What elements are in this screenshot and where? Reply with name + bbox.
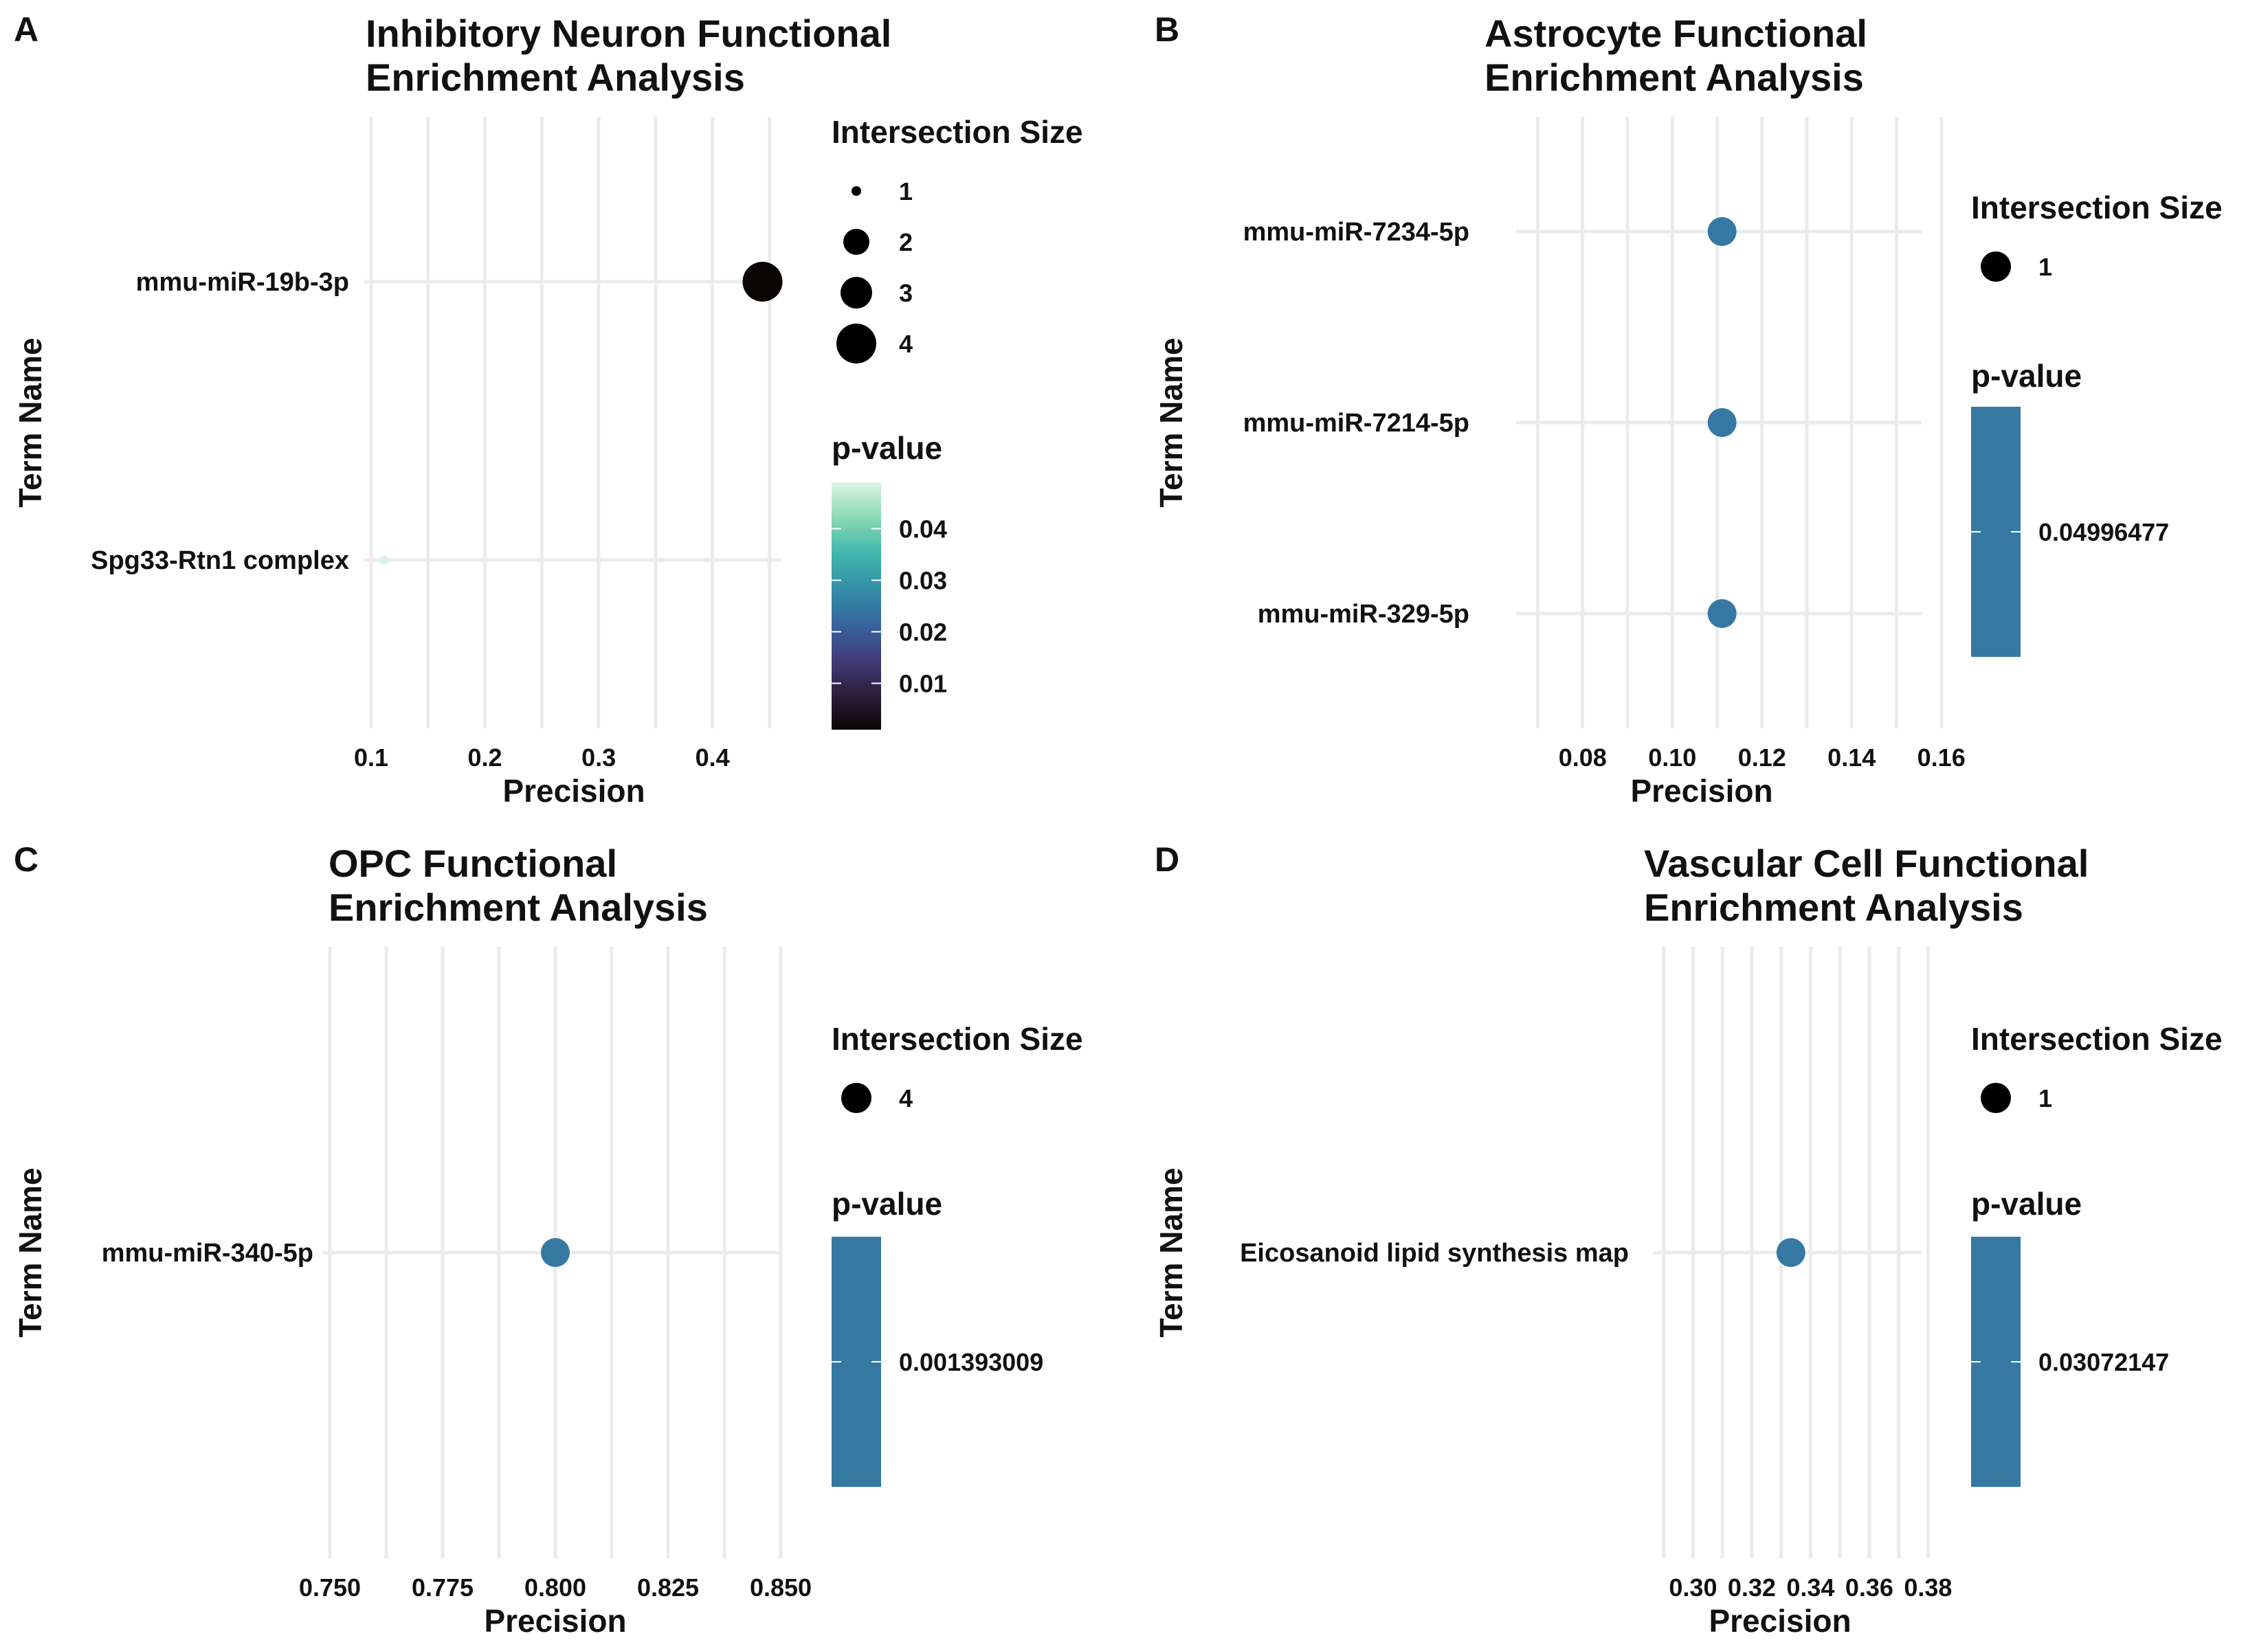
panel-letter: B: [1155, 10, 1179, 49]
x-tick-label: 0.775: [412, 1573, 474, 1602]
size-legend-dot: [852, 186, 861, 196]
y-axis-title: Term Name: [12, 1167, 48, 1337]
data-point: [1707, 408, 1737, 437]
chart-title-line: Enrichment Analysis: [366, 56, 745, 99]
size-legend-dot: [841, 1083, 871, 1113]
chart-title-line: OPC Functional: [329, 842, 617, 885]
term-label: mmu-miR-340-5p: [102, 1239, 313, 1268]
chart-title-line: Astrocyte Functional: [1485, 12, 1867, 55]
chart-title-line: Vascular Cell Functional: [1644, 842, 2089, 885]
colorbar-tick-label: 0.02: [899, 618, 947, 647]
y-axis-title: Term Name: [1153, 337, 1189, 507]
term-label: mmu-miR-7234-5p: [1243, 218, 1469, 247]
term-label: mmu-miR-7214-5p: [1243, 409, 1469, 438]
x-tick-label: 0.4: [696, 743, 730, 772]
size-legend-label: 2: [899, 228, 913, 256]
data-point: [1776, 1238, 1805, 1267]
panel-letter: A: [14, 10, 38, 49]
size-legend-label: 1: [2038, 253, 2052, 281]
x-axis-title: Precision: [484, 1603, 626, 1639]
data-point: [541, 1238, 570, 1267]
y-axis-title: Term Name: [12, 337, 48, 507]
data-point: [742, 262, 783, 302]
x-axis-title: Precision: [1709, 1603, 1851, 1639]
x-tick-label: 0.12: [1738, 743, 1786, 772]
y-axis-title: Term Name: [1153, 1167, 1189, 1337]
colorbar-tick-label: 0.04: [899, 515, 947, 543]
x-tick-label: 0.14: [1827, 743, 1876, 772]
colorbar-tick-label: 0.03072147: [2038, 1348, 2169, 1376]
x-tick-label: 0.825: [637, 1573, 699, 1602]
x-tick-label: 0.30: [1669, 1573, 1717, 1602]
size-legend-label: 1: [2038, 1084, 2052, 1112]
x-tick-label: 0.2: [468, 743, 502, 772]
size-legend-title: Intersection Size: [1971, 1021, 2223, 1057]
size-legend-dot: [843, 229, 869, 255]
x-tick-label: 0.3: [581, 743, 616, 772]
pvalue-colorbar: [832, 482, 881, 730]
x-tick-label: 0.08: [1559, 743, 1607, 772]
size-legend-label: 4: [899, 1084, 913, 1112]
term-label: Spg33-Rtn1 complex: [91, 546, 349, 575]
panel-letter: D: [1155, 840, 1179, 879]
x-tick-label: 0.850: [750, 1573, 812, 1602]
panel-letter: C: [14, 840, 38, 879]
size-legend-label: 1: [899, 177, 913, 205]
term-label: mmu-miR-329-5p: [1258, 600, 1469, 629]
data-point: [1707, 217, 1737, 246]
chart-title-line: Inhibitory Neuron Functional: [366, 12, 891, 55]
size-legend-label: 3: [899, 279, 913, 307]
colorbar-tick-label: 0.04996477: [2038, 518, 2169, 546]
pvalue-legend-title: p-value: [1971, 358, 2082, 394]
pvalue-legend-title: p-value: [832, 1186, 942, 1222]
x-tick-label: 0.38: [1904, 1573, 1952, 1602]
x-tick-label: 0.750: [299, 1573, 361, 1602]
x-tick-label: 0.16: [1917, 743, 1966, 772]
x-tick-label: 0.1: [354, 743, 388, 772]
x-tick-label: 0.10: [1648, 743, 1696, 772]
size-legend-title: Intersection Size: [832, 1021, 1083, 1057]
pvalue-legend-title: p-value: [1971, 1186, 2082, 1222]
pvalue-legend-title: p-value: [832, 430, 942, 466]
x-tick-label: 0.34: [1786, 1573, 1834, 1602]
x-tick-label: 0.32: [1728, 1573, 1776, 1602]
data-point: [1707, 599, 1737, 628]
x-tick-label: 0.36: [1845, 1573, 1893, 1602]
size-legend-dot: [1981, 251, 2011, 282]
size-legend-label: 4: [899, 330, 913, 358]
size-legend-dot: [1981, 1083, 2011, 1113]
chart-title-line: Enrichment Analysis: [1485, 56, 1864, 99]
size-legend-dot: [841, 277, 872, 309]
data-point: [379, 555, 389, 565]
x-tick-label: 0.800: [524, 1573, 586, 1602]
colorbar-tick-label: 0.01: [899, 670, 947, 698]
size-legend-dot: [836, 324, 876, 363]
colorbar-tick-label: 0.001393009: [899, 1348, 1043, 1376]
chart-title-line: Enrichment Analysis: [329, 886, 708, 929]
size-legend-title: Intersection Size: [1971, 190, 2223, 225]
x-axis-title: Precision: [502, 773, 645, 809]
term-label: mmu-miR-19b-3p: [136, 268, 349, 297]
panel-a: A Inhibitory Neuron FunctionalEnrichment …: [12, 10, 1083, 809]
x-axis-title: Precision: [1630, 773, 1772, 809]
size-legend-title: Intersection Size: [832, 114, 1083, 150]
term-label: Eicosanoid lipid synthesis map: [1240, 1239, 1629, 1268]
chart-title-line: Enrichment Analysis: [1644, 886, 2023, 929]
colorbar-tick-label: 0.03: [899, 567, 947, 595]
